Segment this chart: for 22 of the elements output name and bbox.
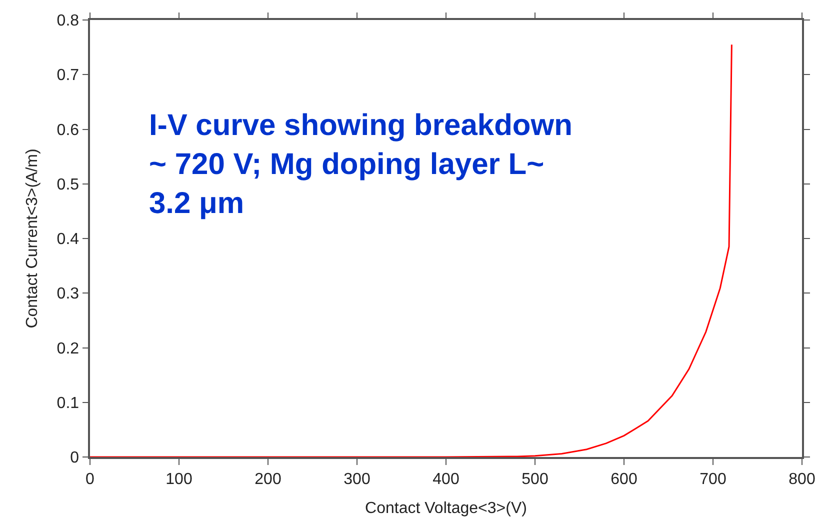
x-tick-label: 300 xyxy=(344,470,370,488)
annotation: I-V curve showing breakdown ~ 720 V; Mg doping layer L~ 3.2 μm xyxy=(149,109,572,220)
y-tick-label: 0.1 xyxy=(56,394,80,412)
y-tick-label: 0.7 xyxy=(56,67,80,84)
line-series xyxy=(90,44,732,457)
x-tick-label: 800 xyxy=(788,470,816,488)
x-tick-label: 500 xyxy=(522,470,548,488)
y-tick-label: 0.6 xyxy=(56,122,80,139)
y-axis-title: Contact Current<3>(A/m) xyxy=(24,148,42,328)
y-tick-label: 0.4 xyxy=(56,231,80,248)
x-tick-label: 200 xyxy=(254,470,282,488)
x-tick-label: 700 xyxy=(700,470,726,488)
y-tick-label: 0.5 xyxy=(56,176,80,194)
x-tick-label: 100 xyxy=(166,470,192,488)
x-tick-label: 600 xyxy=(610,470,638,488)
x-axis-title: Contact Voltage<3>(V) xyxy=(365,500,527,518)
y-tick-label: 0.2 xyxy=(56,340,80,358)
x-tick-label: 400 xyxy=(432,470,460,488)
y-tick-label: 0.3 xyxy=(56,286,80,303)
y-tick-label: 0.8 xyxy=(56,12,80,30)
x-tick-label: 0 xyxy=(86,470,95,488)
y-tick-label: 0 xyxy=(70,450,80,467)
